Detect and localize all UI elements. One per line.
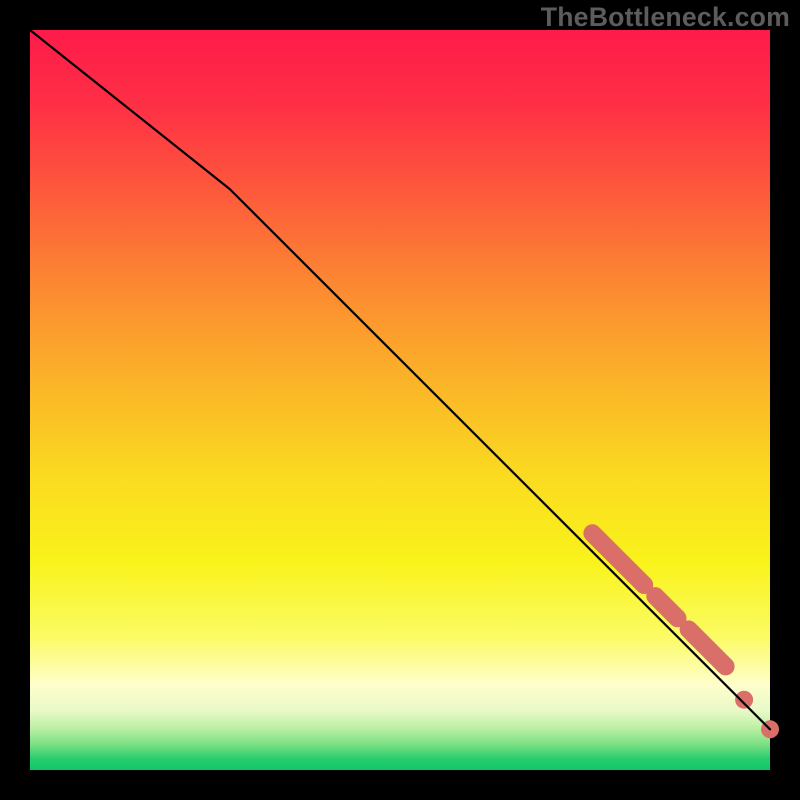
plot-area bbox=[30, 30, 770, 770]
watermark-text: TheBottleneck.com bbox=[541, 2, 790, 33]
bottleneck-gradient-chart bbox=[0, 0, 800, 800]
chart-stage: TheBottleneck.com bbox=[0, 0, 800, 800]
marker-dot bbox=[735, 691, 753, 709]
